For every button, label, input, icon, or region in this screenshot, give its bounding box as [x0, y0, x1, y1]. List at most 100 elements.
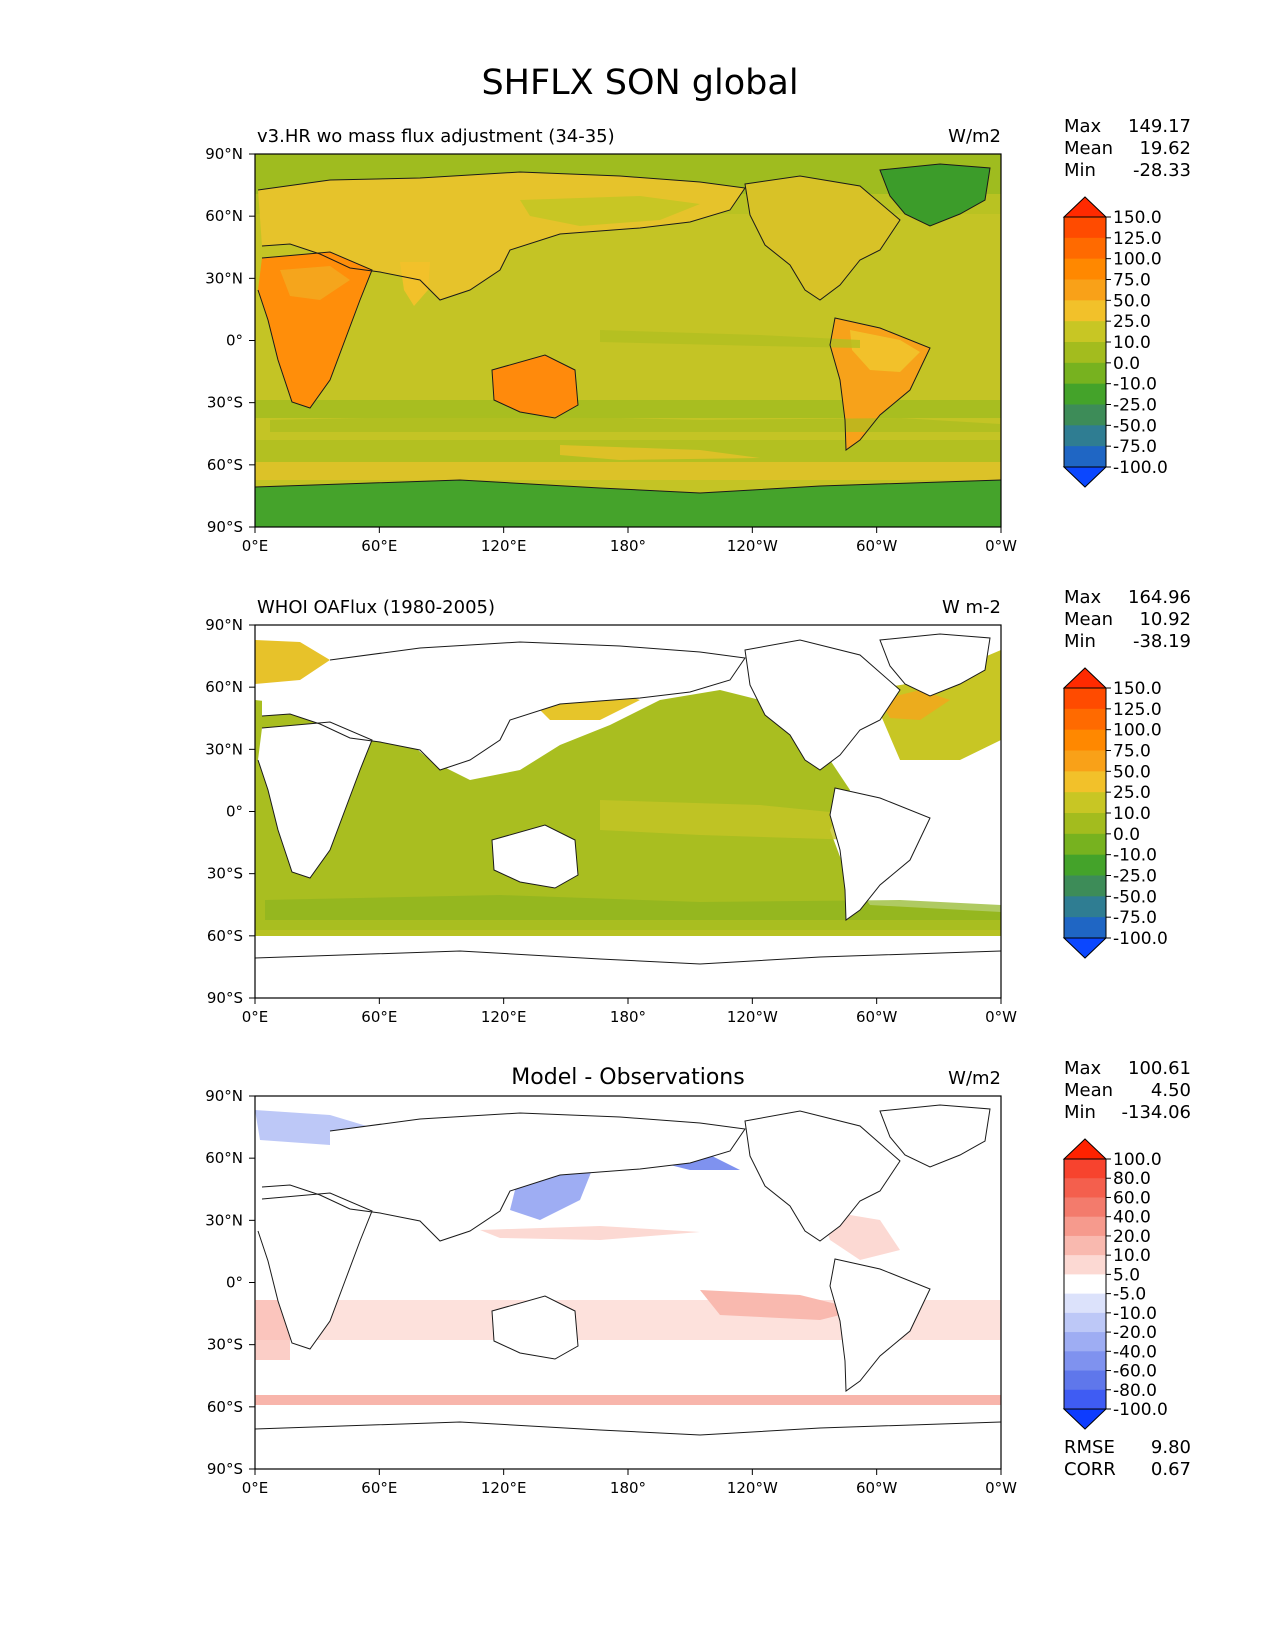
model-colorbar-segment — [1064, 446, 1106, 468]
diff-colorbar-segment — [1064, 1351, 1106, 1372]
diff-colorbar-segment — [1064, 1370, 1106, 1391]
figure-title: SHFLX SON global — [481, 63, 798, 103]
panel-obs-annotations: 90°N 60°N 30°N 0° 30°S 60°S 90°S0°E 60°E 120°E 18… — [205, 587, 1191, 1026]
obs-stat-label: Min — [1064, 631, 1096, 652]
obs-lat-tick-label: 30°N — [205, 740, 243, 758]
model-land — [255, 164, 1001, 527]
obs-lon-tick-label: 180° — [610, 1008, 646, 1026]
model-colorbar-segment — [1064, 342, 1106, 364]
diff-colorbar-segment — [1064, 1389, 1106, 1410]
diff-colorbar-tick-label: -40.0 — [1113, 1342, 1157, 1362]
obs-colorbar-tick-label: 10.0 — [1113, 804, 1151, 824]
model-lon-tick-label: 60°W — [856, 537, 898, 555]
model-lat-tick-label: 60°N — [205, 207, 243, 225]
obs-colorbar-segment — [1064, 813, 1106, 835]
diff-colorbar-segment — [1064, 1312, 1106, 1333]
obs-colorbar-tick-label: 150.0 — [1113, 679, 1162, 699]
obs-lat-tick-label: 90°S — [207, 989, 243, 1007]
obs-colorbar-extend-top — [1062, 667, 1108, 689]
model-colorbar-tick-label: 25.0 — [1113, 312, 1151, 332]
obs-colorbar-tick-label: 75.0 — [1113, 742, 1151, 762]
obs-colorbar-tick-label: 25.0 — [1113, 783, 1151, 803]
obs-colorbar-segment — [1064, 750, 1106, 772]
obs-colorbar-tick-label: 125.0 — [1113, 700, 1162, 720]
model-colorbar-tick-label: -10.0 — [1113, 375, 1157, 395]
diff-colorbar-tick-label: -5.0 — [1113, 1285, 1146, 1305]
model-stat-label: Max — [1064, 116, 1102, 137]
diff-lon-tick-label: 180° — [610, 1479, 646, 1497]
model-lon-tick-label: 180° — [610, 537, 646, 555]
diff-lon-tick-label: 60°E — [361, 1479, 397, 1497]
diff-colorbar-frame — [1063, 1158, 1107, 1410]
obs-colorbar-segment — [1064, 771, 1106, 793]
model-colorbar-segment — [1064, 321, 1106, 343]
diff-colorbar-segment — [1064, 1274, 1106, 1295]
obs-colorbar-segment — [1064, 854, 1106, 876]
obs-colorbar-extend-bottom — [1062, 937, 1108, 959]
obs-colorbar-segment — [1064, 917, 1106, 939]
diff-stat-value: 4.50 — [1151, 1080, 1191, 1101]
diff-lat-tick-label: 0° — [226, 1274, 243, 1292]
diff-colorbar-tick-label: 10.0 — [1113, 1246, 1151, 1266]
obs-colorbar-segment — [1064, 792, 1106, 814]
diff-lat-tick-label: 60°N — [205, 1149, 243, 1167]
model-colorbar-tick-label: 125.0 — [1113, 229, 1162, 249]
diff-stat-label: Max — [1064, 1058, 1102, 1079]
obs-lon-tick-label: 60°W — [856, 1008, 898, 1026]
obs-stat-value: 10.92 — [1139, 609, 1191, 630]
diff-stat-label: Mean — [1064, 1080, 1113, 1101]
model-colorbar-tick-label: 75.0 — [1113, 271, 1151, 291]
diff-lat-tick-label: 30°S — [207, 1336, 243, 1354]
obs-lat-tick-label: 90°N — [205, 616, 243, 634]
obs-lon-tick-label: 0°E — [242, 1008, 269, 1026]
diff-colorbar-segment — [1064, 1332, 1106, 1352]
panel-diff — [254, 1096, 1002, 1469]
model-colorbar-segment — [1064, 383, 1106, 405]
diff-lon-tick-label: 0°W — [985, 1479, 1017, 1497]
model-colorbar-extend-top — [1062, 196, 1108, 218]
obs-colorbar-segment — [1064, 688, 1106, 710]
diff-lon-tick-label: 120°E — [481, 1479, 527, 1497]
obs-lat-tick-label: 30°S — [207, 865, 243, 883]
model-colorbar-segment — [1064, 404, 1106, 426]
obs-lat-tick-label: 60°S — [207, 927, 243, 945]
diff-colorbar-segment — [1064, 1178, 1106, 1198]
model-stat-value: 19.62 — [1139, 138, 1191, 159]
obs-stat-label: Mean — [1064, 609, 1113, 630]
diff-colorbar-tick-label: 20.0 — [1113, 1227, 1151, 1247]
model-units: W/m2 — [948, 126, 1001, 147]
model-colorbar-tick-label: 10.0 — [1113, 333, 1151, 353]
panel-diff-annotations: 90°N 60°N 30°N 0° 30°S 60°S 90°S0°E 60°E 120°E 18… — [205, 1058, 1191, 1497]
obs-colorbar-segment — [1064, 833, 1106, 856]
diff-stat-label: Min — [1064, 1102, 1096, 1123]
model-colorbar-tick-label: 150.0 — [1113, 208, 1162, 228]
model-lat-tick-label: 60°S — [207, 456, 243, 474]
diff-stat-value: -134.06 — [1122, 1102, 1191, 1123]
panel-model — [254, 154, 1002, 527]
model-lat-tick-label: 90°N — [205, 145, 243, 163]
diff-colorbar-tick-label: -80.0 — [1113, 1381, 1157, 1401]
diff-colorbar-extend-top — [1062, 1138, 1108, 1160]
obs-lon-tick-label: 60°E — [361, 1008, 397, 1026]
rmse-value: 9.80 — [1151, 1437, 1191, 1458]
diff-colorbar-tick-label: 80.0 — [1113, 1169, 1151, 1189]
obs-coastlines — [254, 633, 1002, 965]
model-colorbar-segment — [1064, 279, 1106, 301]
obs-lon-tick-label: 120°W — [727, 1008, 778, 1026]
model-lat-tick-label: 30°S — [207, 394, 243, 412]
obs-colorbar-segment — [1064, 896, 1106, 918]
obs-lon-tick-label: 0°W — [985, 1008, 1017, 1026]
model-colorbar-extend-bottom — [1062, 466, 1108, 488]
diff-colorbar-tick-label: 60.0 — [1113, 1188, 1151, 1208]
panel-obs — [254, 625, 1002, 998]
diff-map-field — [255, 1096, 1001, 1469]
diff-lat-tick-label: 60°S — [207, 1398, 243, 1416]
diff-colorbar-tick-label: -60.0 — [1113, 1362, 1157, 1382]
rmse-label: RMSE — [1064, 1437, 1115, 1458]
diff-lat-tick-label: 90°S — [207, 1460, 243, 1478]
obs-colorbar-segment — [1064, 729, 1106, 751]
diff-colorbar-segment — [1064, 1255, 1106, 1275]
obs-land — [255, 634, 1001, 998]
diff-stat-value: 100.61 — [1128, 1058, 1191, 1079]
